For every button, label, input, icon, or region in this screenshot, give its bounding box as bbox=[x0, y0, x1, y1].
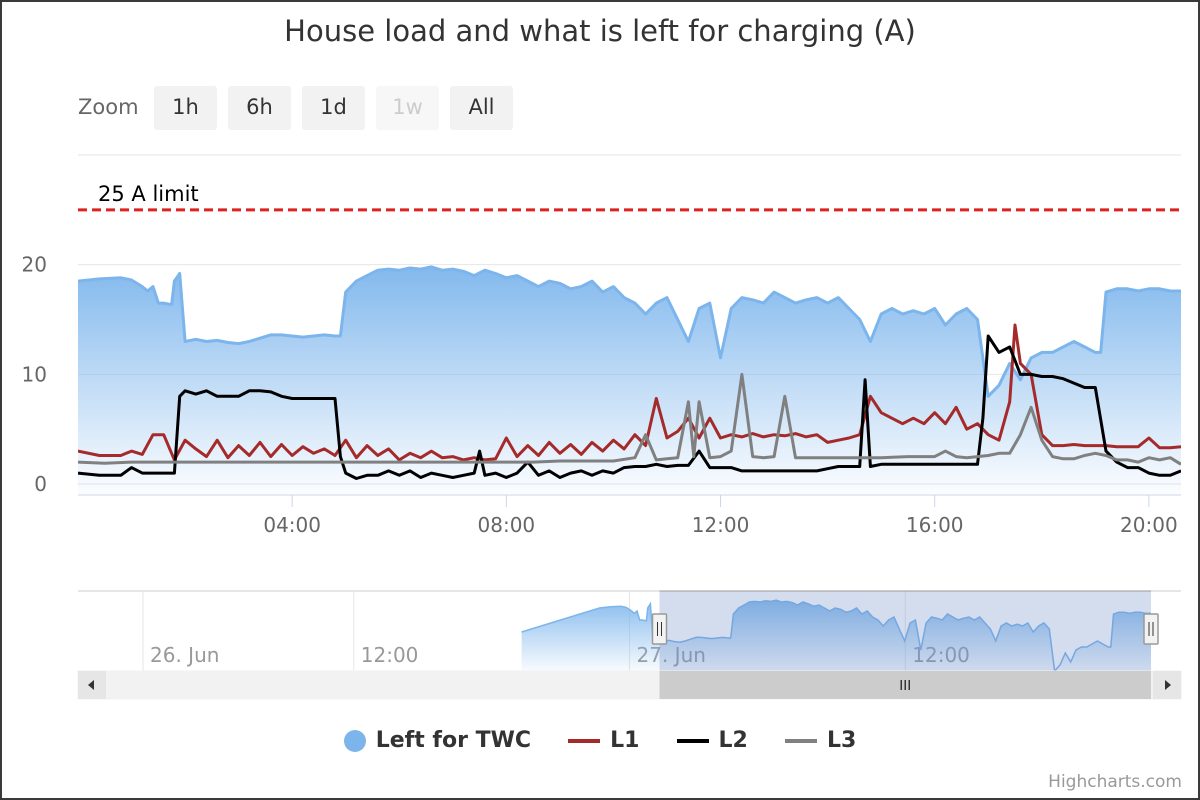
legend-label: Left for TWC bbox=[375, 728, 532, 753]
legend-label: L2 bbox=[718, 728, 748, 753]
zoom-label: Zoom bbox=[78, 95, 139, 119]
series-line-l2 bbox=[78, 334, 1181, 480]
legend-item-left-for-twc[interactable]: Left for TWC bbox=[343, 728, 532, 753]
series-line-left-for-twc bbox=[78, 265, 1181, 398]
credits-link[interactable]: Highcharts.com bbox=[1048, 772, 1182, 792]
navigator-selected-range[interactable] bbox=[659, 591, 1152, 671]
y-tick-label: 0 bbox=[34, 472, 47, 496]
arrow-right-icon bbox=[1165, 680, 1171, 690]
legend-label: L3 bbox=[826, 728, 857, 753]
series-area-fill-0 bbox=[78, 266, 1181, 495]
y-tick-label: 10 bbox=[22, 362, 47, 386]
arrow-left-icon bbox=[88, 680, 94, 690]
zoom-1h-button[interactable]: 1h bbox=[154, 86, 217, 130]
x-tick-label: 20:00 bbox=[1120, 513, 1178, 537]
navigator-area bbox=[521, 600, 1151, 671]
x-tick-label: 16:00 bbox=[906, 513, 964, 537]
handle-body[interactable] bbox=[1143, 613, 1159, 645]
series-line-l1 bbox=[78, 323, 1181, 462]
legend-label: L1 bbox=[610, 728, 640, 753]
series-line-l3 bbox=[78, 372, 1181, 466]
legend-line-symbol bbox=[676, 739, 709, 743]
y-tick-label: 20 bbox=[22, 253, 47, 277]
x-tick-label: 12:00 bbox=[692, 513, 750, 537]
x-axis: 04:00 08:00 12:00 16:00 20:00 bbox=[263, 495, 1178, 537]
legend-dot-symbol bbox=[343, 730, 366, 752]
y-axis: 0 10 20 bbox=[22, 253, 47, 496]
zoom-all-button[interactable]: All bbox=[450, 86, 513, 130]
plotline-layer: 25 A limit bbox=[78, 182, 1181, 212]
navigator-label: 12:00 bbox=[361, 643, 419, 667]
legend-item-l3[interactable]: L3 bbox=[784, 728, 857, 753]
zoom-1d-button[interactable]: 1d bbox=[302, 86, 365, 130]
navigator-label: 26. Jun bbox=[150, 643, 219, 667]
series-layer bbox=[78, 265, 1181, 495]
handle-body[interactable] bbox=[651, 613, 668, 645]
zoom-1w-button: 1w bbox=[376, 86, 439, 130]
legend: Left for TWC L1 L2 L3 bbox=[0, 728, 1200, 762]
navigator-area-line bbox=[521, 599, 1151, 671]
x-tick-label: 08:00 bbox=[478, 513, 536, 537]
navigator-right-handle[interactable] bbox=[1143, 613, 1159, 645]
legend-item-l2[interactable]: L2 bbox=[676, 728, 748, 753]
x-tick-label: 04:00 bbox=[263, 513, 321, 537]
navigator-series bbox=[521, 599, 1151, 671]
legend-line-symbol bbox=[784, 739, 817, 743]
legend-item-l1[interactable]: L1 bbox=[568, 728, 639, 753]
plot-line-label: 25 A limit bbox=[98, 182, 199, 206]
legend-line-symbol bbox=[568, 739, 601, 743]
navigator-left-handle[interactable] bbox=[651, 613, 668, 645]
zoom-6h-button[interactable]: 6h bbox=[228, 86, 291, 130]
chart-title: House load and what is left for charging… bbox=[284, 14, 916, 48]
